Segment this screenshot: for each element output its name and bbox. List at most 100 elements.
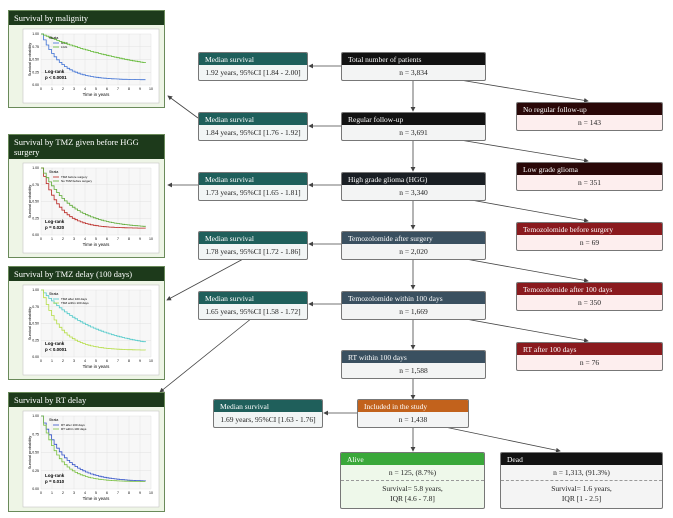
median-survival-box: Median survival 1.69 years, 95%CI [1.63 -…	[213, 399, 323, 428]
legend-title: Strata	[49, 36, 58, 40]
box-title: Temozolomide after surgery	[342, 232, 485, 244]
x-tick-label: 7	[117, 491, 119, 495]
legend-title: Strata	[49, 292, 58, 296]
box-title: Temozolomide before surgery	[517, 223, 662, 235]
flow-box: Temozolomide within 100 days n = 1,669	[341, 291, 486, 320]
count: n = 125, (8.7%)	[341, 465, 484, 481]
x-axis-label: Time in years	[83, 92, 111, 97]
y-tick-label: 0.25	[32, 469, 39, 473]
x-tick-label: 2	[62, 491, 64, 495]
survival-curve	[41, 415, 146, 482]
x-tick-label: 4	[84, 359, 86, 363]
survival: Survival= 5.8 years,	[382, 484, 443, 493]
x-tick-label: 3	[73, 491, 75, 495]
x-tick-label: 9	[139, 359, 141, 363]
excluded-box: Low grade glioma n = 351	[516, 162, 663, 191]
excluded-box: RT after 100 days n = 76	[516, 342, 663, 371]
test-name: Log-rank	[45, 219, 65, 224]
box-title: Median survival	[199, 53, 307, 65]
y-tick-label: 0.75	[32, 183, 39, 187]
x-tick-label: 3	[73, 237, 75, 241]
legend-entry: RT within 100 days	[61, 427, 87, 431]
y-axis-label: Survival probability	[27, 43, 32, 77]
x-tick-label: 10	[149, 237, 153, 241]
p-value: p = 0.020	[45, 225, 65, 230]
x-tick-label: 1	[51, 359, 53, 363]
box-title: Included in the study	[358, 400, 468, 412]
x-tick-label: 6	[106, 491, 108, 495]
y-tick-label: 0.75	[32, 305, 39, 309]
x-tick-label: 6	[106, 87, 108, 91]
panel-title: Survival by malignity	[9, 11, 164, 25]
y-tick-label: 1.00	[32, 32, 39, 36]
box-text: n = 76	[579, 358, 600, 367]
x-tick-label: 1	[51, 237, 53, 241]
legend-entry: RT after 100 days	[61, 423, 85, 427]
y-axis-label: Survival probability	[27, 185, 32, 219]
km-plot: 0.00 0.25 0.50 0.75 1.00 0 1 2 3 4 5 6 7 8 9 10 Time in …	[22, 284, 160, 376]
box-title: Dead	[501, 453, 662, 465]
box-text: 1.65 years, 95%CI [1.58 - 1.72]	[205, 307, 301, 316]
y-tick-label: 0.75	[32, 432, 39, 436]
x-tick-label: 2	[62, 359, 64, 363]
box-text: n = 1,438	[398, 415, 428, 424]
x-tick-label: 8	[128, 491, 130, 495]
x-tick-label: 5	[95, 359, 97, 363]
x-tick-label: 8	[128, 87, 130, 91]
iqr: IQR [4.6 - 7.8]	[390, 494, 435, 503]
box-title: Alive	[341, 453, 484, 465]
x-tick-label: 5	[95, 237, 97, 241]
x-tick-label: 2	[62, 237, 64, 241]
test-name: Log-rank	[45, 69, 65, 74]
survival-panel: Survival by malignity 0.00 0.25 0.50 0.75 1.0…	[8, 10, 165, 108]
y-tick-label: 1.00	[32, 166, 39, 170]
y-tick-label: 0.25	[32, 70, 39, 74]
box-text: 1.73 years, 95%CI [1.65 - 1.81]	[205, 188, 301, 197]
survival-panel: Survival by TMZ given before HGG surgery…	[8, 134, 165, 258]
box-title: Median survival	[199, 232, 307, 244]
x-tick-label: 0	[40, 359, 42, 363]
box-text: n = 1,669	[399, 307, 428, 316]
x-tick-label: 7	[117, 87, 119, 91]
y-tick-label: 0.00	[32, 83, 39, 87]
y-tick-label: 0.50	[32, 200, 39, 204]
y-tick-label: 0.50	[32, 322, 39, 326]
legend-title: Strata	[49, 170, 58, 174]
x-tick-label: 7	[117, 359, 119, 363]
box-text: n = 351	[578, 178, 601, 187]
y-tick-label: 0.25	[32, 216, 39, 220]
p-value: p < 0.0001	[45, 75, 67, 80]
y-tick-label: 0.50	[32, 451, 39, 455]
survival: Survival= 1.6 years,	[551, 484, 612, 493]
km-plot: 0.00 0.25 0.50 0.75 1.00 0 1 2 3 4 5 6 7 8 9 10 Time in …	[22, 410, 160, 508]
arrow-group	[159, 63, 589, 453]
survival-curve	[41, 289, 146, 343]
x-axis-label: Time in years	[83, 496, 111, 501]
x-tick-label: 1	[51, 491, 53, 495]
x-tick-label: 2	[62, 87, 64, 91]
y-tick-label: 0.50	[32, 58, 39, 62]
km-plot: 0.00 0.25 0.50 0.75 1.00 0 1 2 3 4 5 6 7 8 9 10 Time in …	[22, 28, 160, 104]
box-title: RT after 100 days	[517, 343, 662, 355]
box-title: Total number of patients	[342, 53, 485, 65]
box-title: Temozolomide after 100 days	[517, 283, 662, 295]
box-text: 1.69 years, 95%CI [1.63 - 1.76]	[220, 415, 316, 424]
x-tick-label: 4	[84, 237, 86, 241]
box-title: Low grade glioma	[517, 163, 662, 175]
box-text: n = 3,691	[399, 128, 428, 137]
y-tick-label: 1.00	[32, 414, 39, 418]
box-text: 1.92 years, 95%CI [1.84 - 2.00]	[205, 68, 301, 77]
x-tick-label: 10	[149, 491, 153, 495]
median-survival-box: Median survival 1.78 years, 95%CI [1.72 -…	[198, 231, 308, 260]
x-tick-label: 8	[128, 237, 130, 241]
x-tick-label: 4	[84, 491, 86, 495]
legend-entry: TMZ before surgery	[61, 175, 88, 179]
box-text: n = 3,834	[399, 68, 428, 77]
p-value: p = 0.010	[45, 479, 65, 484]
y-tick-label: 1.00	[32, 288, 39, 292]
y-tick-label: 0.25	[32, 338, 39, 342]
y-tick-label: 0.00	[32, 233, 39, 237]
median-survival-box: Median survival 1.73 years, 95%CI [1.65 -…	[198, 172, 308, 201]
x-tick-label: 6	[106, 359, 108, 363]
